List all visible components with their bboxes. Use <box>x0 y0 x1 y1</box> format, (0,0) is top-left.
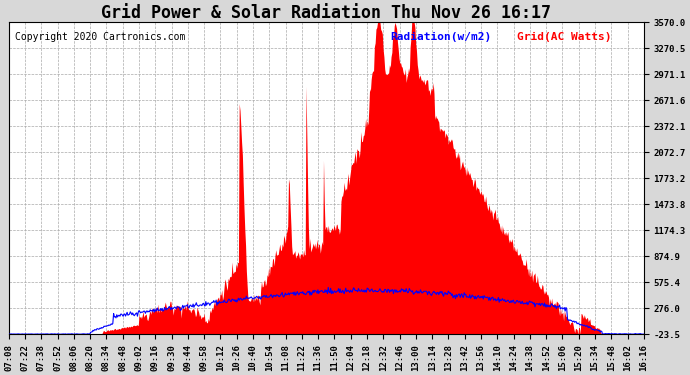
Text: Copyright 2020 Cartronics.com: Copyright 2020 Cartronics.com <box>15 32 186 42</box>
Text: Grid(AC Watts): Grid(AC Watts) <box>517 32 611 42</box>
Text: Radiation(w/m2): Radiation(w/m2) <box>390 32 491 42</box>
Title: Grid Power & Solar Radiation Thu Nov 26 16:17: Grid Power & Solar Radiation Thu Nov 26 … <box>101 4 551 22</box>
